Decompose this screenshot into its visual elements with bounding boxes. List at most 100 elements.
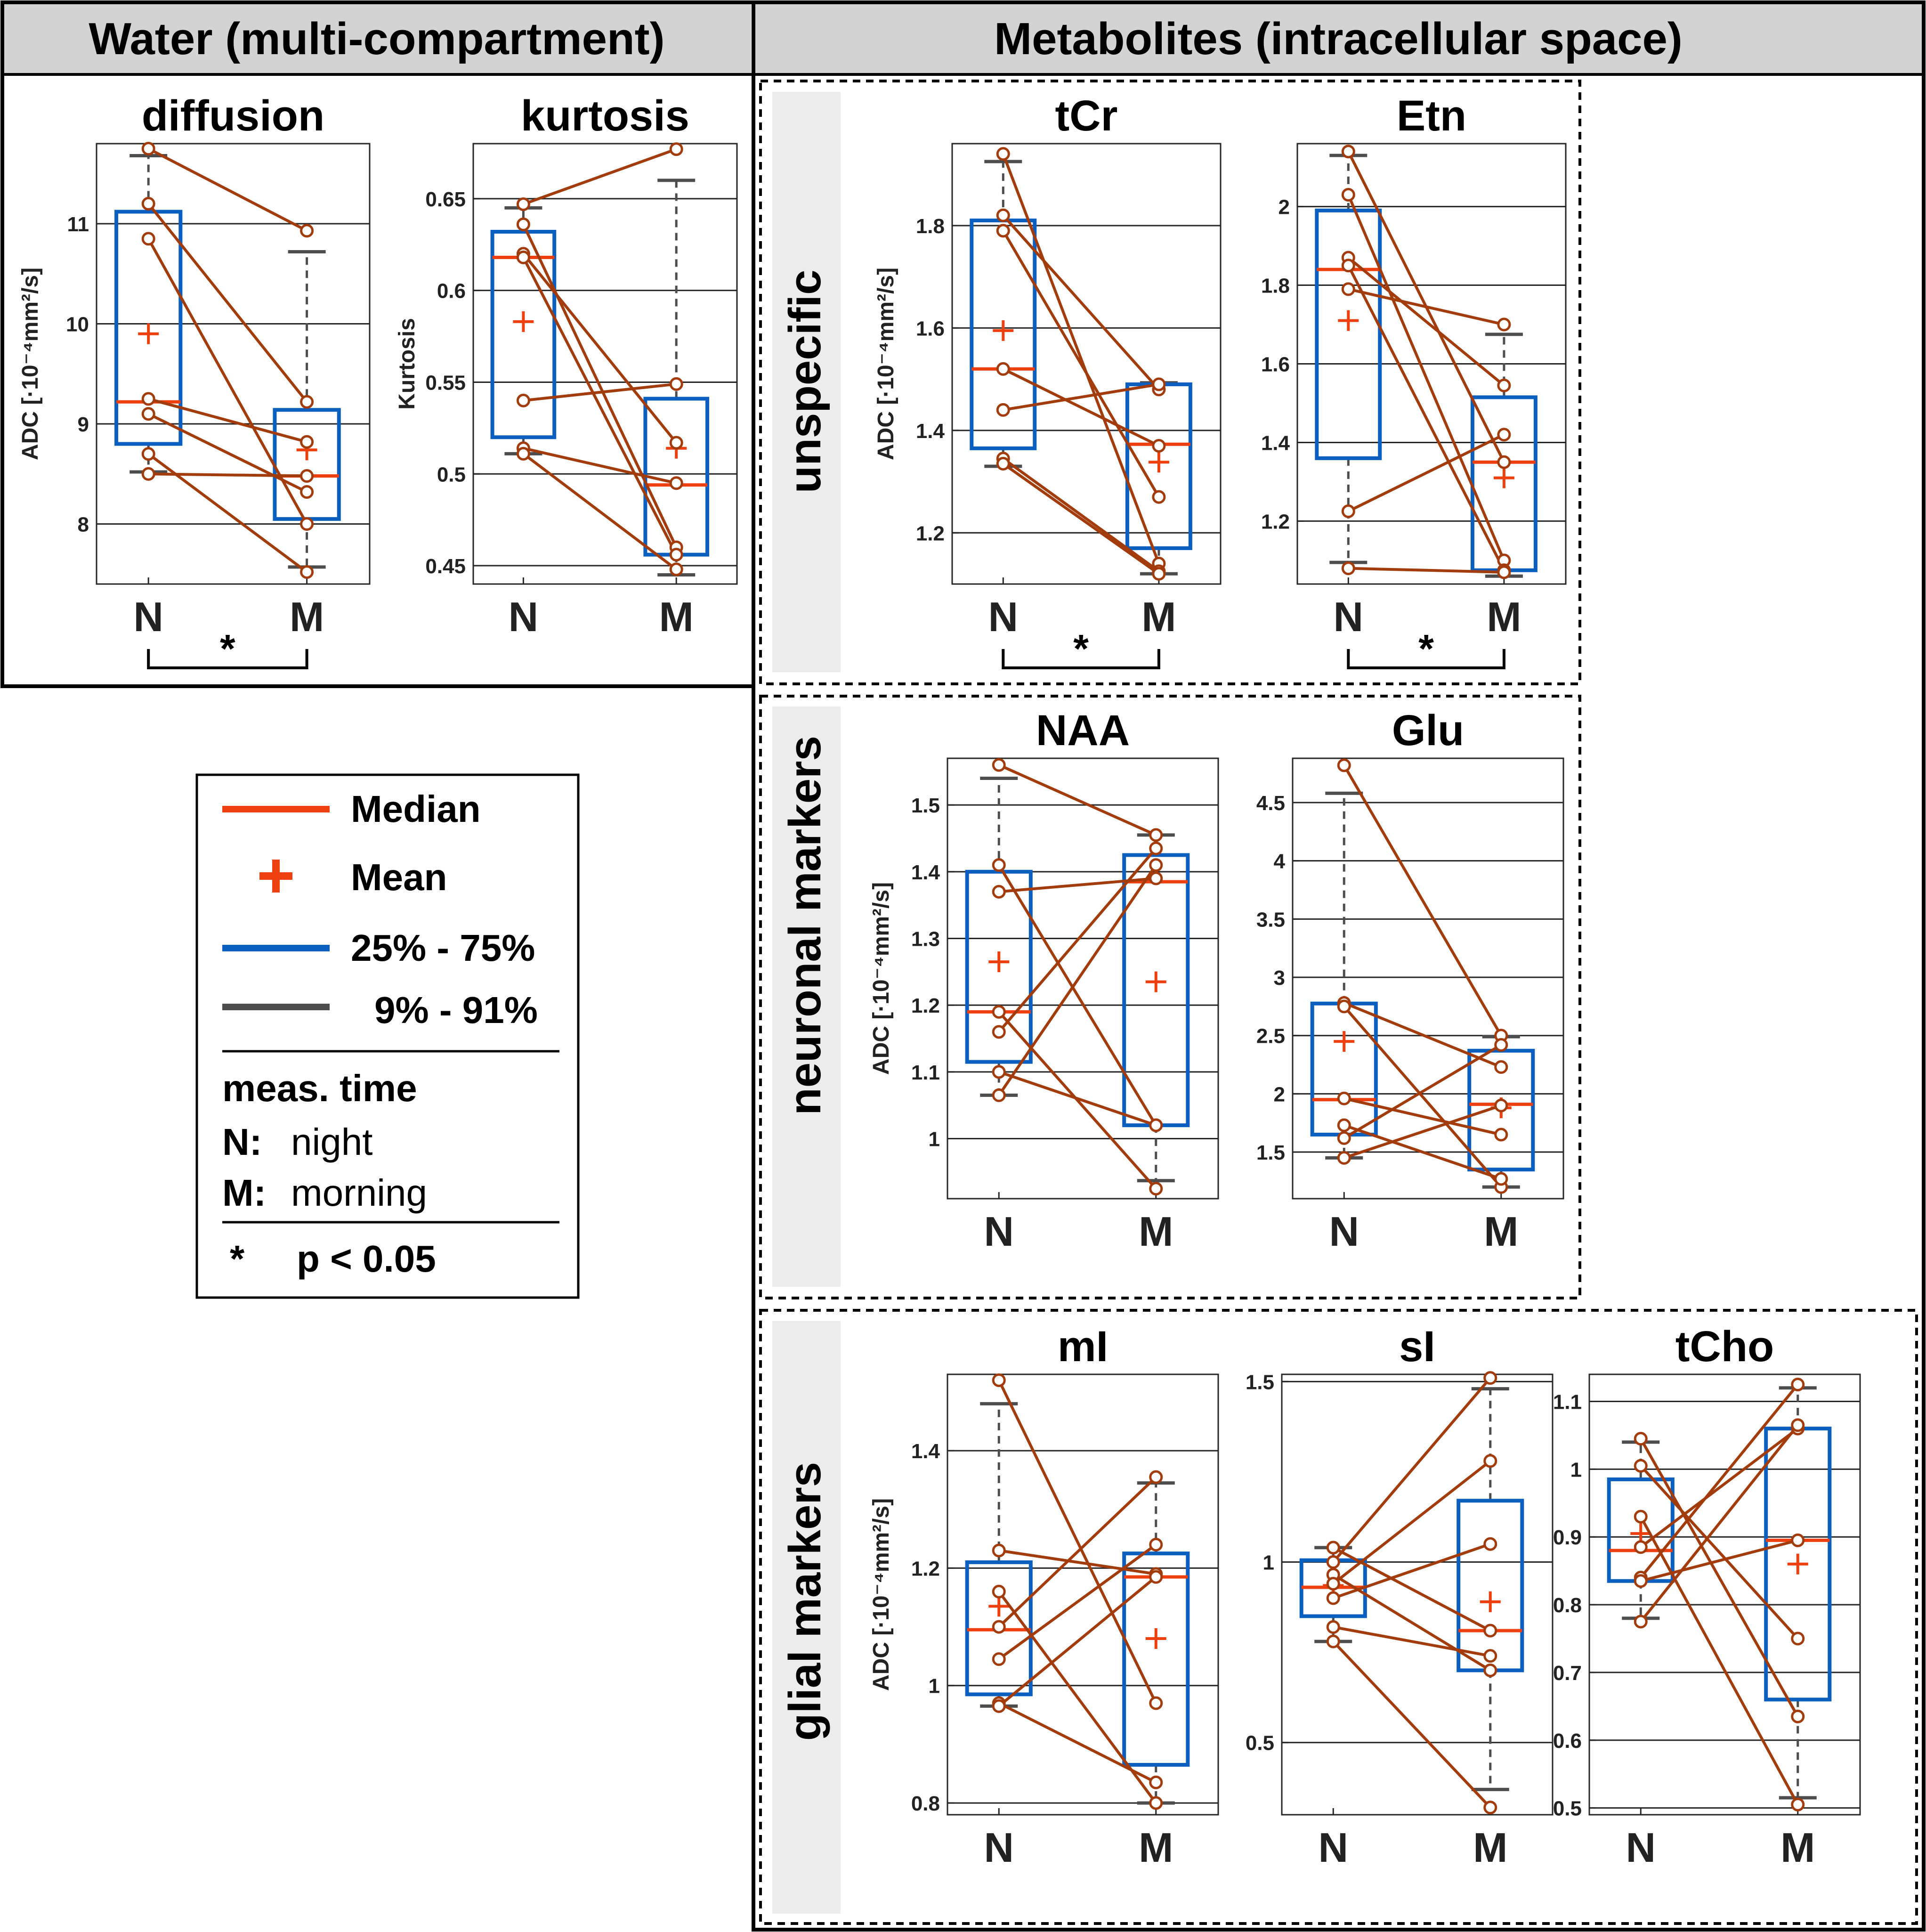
pair-line <box>1343 764 1503 1037</box>
x-tick-label-M: M <box>1141 593 1176 640</box>
data-point-M <box>1152 567 1166 581</box>
pair-line <box>1343 1124 1502 1180</box>
data-point-M <box>1483 1649 1497 1663</box>
data-point-N <box>992 1088 1006 1102</box>
y-tick-label: 2.5 <box>1256 1025 1285 1048</box>
y-tick-label: 0.8 <box>911 1792 940 1815</box>
data-point-M <box>1791 1418 1805 1432</box>
pair-line <box>147 413 308 494</box>
data-point-N <box>1341 504 1355 519</box>
plot-area <box>1588 1373 1861 1816</box>
data-point-M <box>1494 1098 1508 1112</box>
pair-line <box>148 472 307 478</box>
plot-area <box>947 757 1219 1200</box>
data-point-M <box>1494 1128 1508 1142</box>
significance-bracket <box>147 649 308 669</box>
data-point-M <box>300 224 314 238</box>
data-point-N <box>1634 1615 1648 1629</box>
data-point-M <box>1149 1538 1163 1552</box>
pair-line <box>147 203 308 403</box>
panel-title: mI <box>1058 1323 1108 1371</box>
y-tick-label: 0.7 <box>1553 1662 1582 1685</box>
glial-label-band <box>772 1321 841 1914</box>
legend-m-value: morning <box>291 1172 427 1214</box>
data-point-M <box>1152 438 1166 453</box>
iqr-box <box>490 230 557 439</box>
pair-line <box>522 252 678 444</box>
data-point-N <box>992 1620 1006 1634</box>
panel-title: kurtosis <box>521 92 689 140</box>
y-tick-label: 2 <box>1279 196 1290 219</box>
pair-line <box>1347 256 1505 387</box>
pair-line <box>1347 433 1505 513</box>
data-point-N <box>996 147 1010 161</box>
glial-group-frame <box>759 1309 1918 1925</box>
metabolites-frame <box>752 0 1926 1932</box>
legend-whisker-label: 9% - 91% <box>374 989 538 1031</box>
data-point-M <box>1483 1454 1497 1468</box>
data-point-N <box>141 447 155 461</box>
data-point-N <box>516 393 530 407</box>
pair-line <box>1640 1427 1799 1549</box>
y-tick-label: 1.8 <box>916 215 945 238</box>
x-tick-label-N: N <box>1626 1824 1656 1871</box>
y-tick-label: 4.5 <box>1256 792 1285 815</box>
legend-p-value: p < 0.05 <box>297 1238 436 1280</box>
y-tick-label: 2 <box>1274 1083 1285 1106</box>
y-tick-label: 0.6 <box>437 280 466 303</box>
pair-line <box>147 147 308 232</box>
pair-line <box>523 147 677 206</box>
pair-line <box>1332 1377 1492 1563</box>
legend-mean-label: Mean <box>351 856 447 898</box>
y-tick-label: 1 <box>929 1128 940 1151</box>
x-tick-label-N: N <box>1334 593 1364 640</box>
data-point-M <box>300 517 314 531</box>
legend-iqr-label: 25% - 75% <box>351 927 535 969</box>
y-axis-label: Kurtosis <box>395 318 420 410</box>
data-point-M <box>1149 1775 1163 1789</box>
panel-title: Glu <box>1392 706 1464 755</box>
y-tick-label: 1.6 <box>916 317 945 340</box>
pair-line <box>998 1011 1157 1190</box>
y-tick-label: 0.8 <box>1553 1594 1582 1617</box>
pair-line <box>1347 194 1505 561</box>
panel-title: NAA <box>1036 706 1130 755</box>
panel-title: diffusion <box>142 92 324 140</box>
data-point-M <box>300 469 314 483</box>
legend-meas-time: meas. time <box>222 1067 417 1109</box>
data-point-M <box>1152 377 1166 391</box>
legend: Median Mean 25% - 75% 9% - 91% meas. tim… <box>195 773 580 1299</box>
y-tick-label: 10 <box>66 313 89 336</box>
pair-line <box>1343 1043 1502 1139</box>
iqr-box <box>1122 1551 1190 1767</box>
data-point-N <box>516 197 530 211</box>
y-tick-label: 1.1 <box>911 1061 940 1084</box>
data-point-M <box>1791 1533 1805 1547</box>
significance-star: * <box>220 626 235 671</box>
y-axis-label: ADC [·10⁻⁴mm²/s] <box>869 1498 894 1691</box>
pair-line <box>1333 1625 1491 1657</box>
pair-line <box>998 1476 1157 1628</box>
data-point-M <box>1497 565 1511 579</box>
data-point-M <box>1152 490 1166 504</box>
y-axis-label: ADC [·10⁻⁴mm²/s] <box>18 268 43 460</box>
group-label-unspecific: unspecific <box>780 270 830 494</box>
pair-line <box>522 257 678 556</box>
data-point-N <box>1341 259 1355 273</box>
pair-line <box>1002 457 1160 573</box>
data-point-M <box>669 562 683 576</box>
data-point-N <box>516 446 530 461</box>
unspecific-label-band <box>772 92 841 672</box>
data-point-N <box>1337 758 1351 772</box>
y-tick-label: 0.9 <box>1553 1526 1582 1549</box>
data-point-M <box>1497 455 1511 469</box>
water-header: Water (multi-compartment) <box>89 14 664 64</box>
significance-star: * <box>1073 626 1089 671</box>
data-point-N <box>1337 1091 1351 1105</box>
pair-line <box>1343 1005 1503 1188</box>
x-tick-label-N: N <box>1318 1824 1348 1871</box>
pair-line <box>1343 1104 1502 1160</box>
